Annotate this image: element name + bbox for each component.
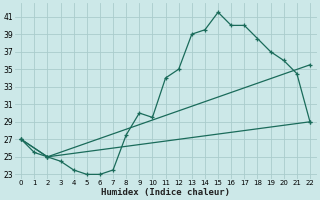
X-axis label: Humidex (Indice chaleur): Humidex (Indice chaleur) xyxy=(101,188,230,197)
